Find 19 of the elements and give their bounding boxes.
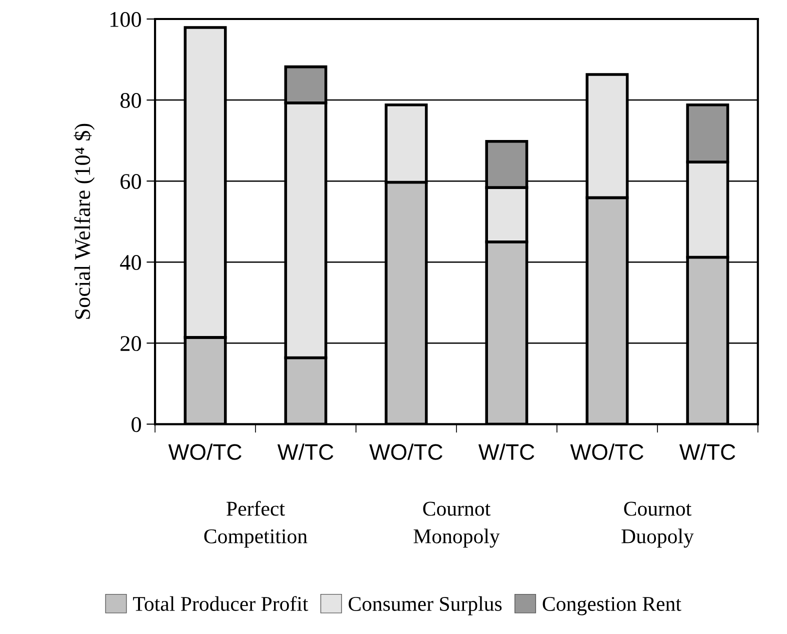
text: Cournot Monopoly	[414, 502, 500, 548]
y-tick-label: 40	[120, 255, 141, 270]
legend-label: Total Producer Profit	[133, 596, 308, 611]
x-tick-label: W/TC	[277, 444, 334, 460]
x-tick-label: WO/TC	[369, 444, 442, 460]
legend-label: Consumer Surplus	[348, 596, 502, 616]
text: Perfect Competition	[204, 500, 308, 548]
y-tick-label: 0	[132, 417, 141, 432]
y-tick-label: 100	[110, 12, 141, 27]
x-tick-label: WO/TC	[570, 444, 644, 460]
legend-label: Congestion Rent	[542, 596, 682, 616]
y-tick-label: 80	[120, 92, 141, 108]
y-tick-label: 20	[120, 336, 141, 352]
text: Cournot Duopoly	[622, 502, 694, 548]
x-tick-label: WO/TC	[168, 444, 242, 460]
x-tick-label: W/TC	[679, 444, 736, 460]
y-axis-title: Social Welfare (10⁴ $)	[74, 124, 95, 319]
x-tick-label: W/TC	[478, 444, 534, 460]
y-tick-label: 60	[120, 174, 141, 189]
